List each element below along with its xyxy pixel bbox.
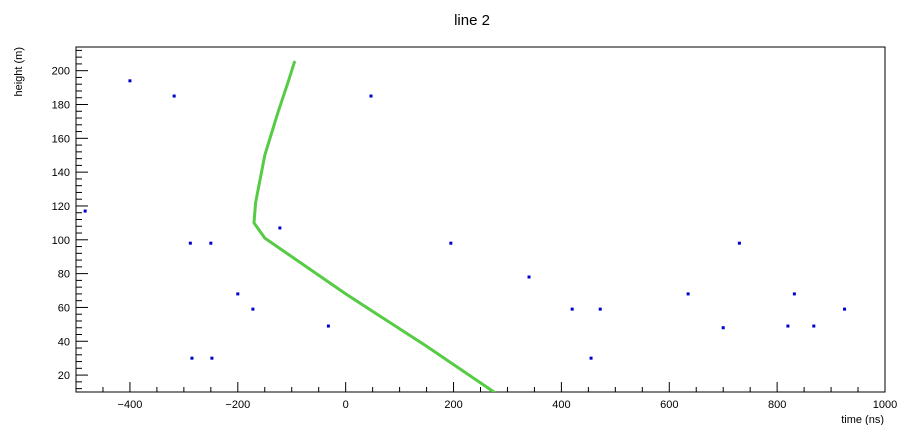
data-point [792, 292, 796, 296]
x-tick-label: 0 [343, 399, 349, 411]
data-point [278, 226, 282, 230]
y-tick-label: 200 [52, 66, 70, 78]
x-tick-label: −400 [118, 399, 143, 411]
data-point [172, 94, 176, 98]
data-point [786, 324, 790, 328]
data-point [812, 324, 816, 328]
y-axis-title: height (m) [13, 47, 25, 97]
data-point [843, 307, 847, 311]
data-point [686, 292, 690, 296]
plot-area [83, 60, 847, 392]
y-tick-label: 60 [58, 302, 70, 314]
data-point [326, 324, 330, 328]
axis-ticks [75, 49, 886, 392]
data-point [369, 94, 373, 98]
x-tick-label: 800 [768, 399, 786, 411]
data-point [188, 241, 192, 245]
x-tick-label: 1000 [873, 399, 897, 411]
x-axis-title: time (ns) [841, 414, 884, 425]
plot-frame [75, 46, 886, 393]
chart-title: line 2 [454, 12, 490, 29]
data-point [721, 326, 725, 330]
data-point [83, 209, 87, 213]
data-point [570, 307, 574, 311]
y-tick-label: 20 [58, 370, 70, 382]
x-tick-label: 600 [660, 399, 678, 411]
series-layer [83, 60, 847, 392]
y-tick-label: 140 [52, 167, 70, 179]
data-point [737, 241, 741, 245]
x-tick-label: 200 [444, 399, 462, 411]
y-tick-label: 100 [52, 235, 70, 247]
x-tick-label: 400 [552, 399, 570, 411]
axis-tick-labels: −400 −200 0 200 400 600 800 1000 20 40 60 80 100 120 1… [52, 66, 898, 411]
data-point [598, 307, 602, 311]
x-tick-label: −200 [225, 399, 250, 411]
y-tick-label: 80 [58, 269, 70, 281]
data-point [236, 292, 240, 296]
data-point [128, 79, 132, 83]
y-tick-label: 120 [52, 201, 70, 213]
fit-line [252, 60, 496, 392]
y-tick-label: 180 [52, 100, 70, 112]
data-point [449, 241, 453, 245]
data-point [210, 356, 214, 360]
data-point [251, 307, 255, 311]
data-point [209, 241, 213, 245]
y-tick-label: 160 [52, 133, 70, 145]
data-point [589, 356, 593, 360]
data-point [527, 275, 531, 279]
data-point [190, 356, 194, 360]
y-tick-label: 40 [58, 336, 70, 348]
